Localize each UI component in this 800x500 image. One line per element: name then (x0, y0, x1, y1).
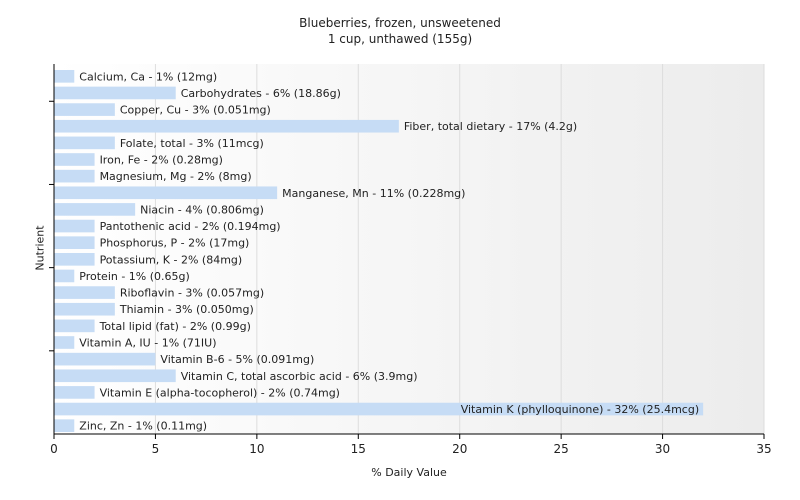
data-label: Vitamin B-6 - 5% (0.091mg) (160, 353, 314, 366)
data-label: Vitamin A, IU - 1% (71IU) (79, 337, 216, 350)
bar (54, 286, 115, 299)
bar (54, 352, 156, 366)
data-label: Total lipid (fat) - 2% (0.99g) (99, 320, 251, 333)
data-label: Magnesium, Mg - 2% (8mg) (100, 170, 252, 183)
x-tick-label: 35 (756, 442, 771, 456)
bar (54, 169, 95, 183)
x-tick-label: 0 (50, 442, 58, 456)
bar (54, 70, 75, 83)
data-label: Thiamin - 3% (0.050mg) (119, 303, 254, 316)
x-tick-label: 25 (554, 442, 569, 456)
bar (54, 302, 115, 316)
data-label: Manganese, Mn - 11% (0.228mg) (282, 187, 465, 200)
x-tick-label: 10 (249, 442, 264, 456)
bar (54, 236, 95, 249)
bar (54, 319, 95, 333)
data-label: Vitamin K (phylloquinone) - 32% (25.4mcg… (461, 403, 699, 416)
y-axis-label: Nutrient (33, 225, 47, 271)
bar (54, 103, 115, 116)
data-label: Folate, total - 3% (11mcg) (120, 137, 264, 150)
bar (54, 386, 95, 399)
bar (54, 269, 75, 283)
data-label: Copper, Cu - 3% (0.051mg) (120, 104, 271, 117)
chart-subtitle: 1 cup, unthawed (155g) (327, 32, 473, 46)
data-label: Vitamin E (alpha-tocopherol) - 2% (0.74m… (100, 386, 340, 399)
data-label: Niacin - 4% (0.806mg) (140, 203, 264, 216)
data-label: Iron, Fe - 2% (0.28mg) (100, 154, 223, 167)
data-label: Zinc, Zn - 1% (0.11mg) (79, 420, 207, 433)
data-label: Riboflavin - 3% (0.057mg) (120, 287, 264, 300)
bar (54, 402, 704, 416)
x-tick-label: 15 (351, 442, 366, 456)
bar (54, 186, 278, 200)
bar (54, 336, 75, 349)
data-label: Pantothenic acid - 2% (0.194mg) (100, 220, 281, 233)
bar (54, 86, 176, 100)
bar (54, 253, 95, 266)
bar (54, 136, 115, 150)
x-tick-label: 20 (452, 442, 467, 456)
data-label: Vitamin C, total ascorbic acid - 6% (3.9… (181, 370, 418, 383)
bar (54, 219, 95, 233)
x-axis-label: % Daily Value (371, 466, 447, 479)
data-label: Phosphorus, P - 2% (17mg) (100, 237, 250, 250)
bar (54, 119, 399, 133)
bar (54, 203, 136, 216)
data-label: Potassium, K - 2% (84mg) (100, 253, 243, 266)
data-label: Fiber, total dietary - 17% (4.2g) (404, 120, 577, 133)
data-label: Protein - 1% (0.65g) (79, 270, 190, 283)
bar (54, 369, 176, 383)
bar (54, 153, 95, 166)
x-tick-label: 30 (655, 442, 670, 456)
data-label: Carbohydrates - 6% (18.86g) (181, 87, 341, 100)
bar (54, 419, 75, 432)
data-label: Calcium, Ca - 1% (12mg) (79, 70, 217, 83)
x-tick-label: 5 (152, 442, 160, 456)
chart-title: Blueberries, frozen, unsweetened (299, 16, 501, 30)
